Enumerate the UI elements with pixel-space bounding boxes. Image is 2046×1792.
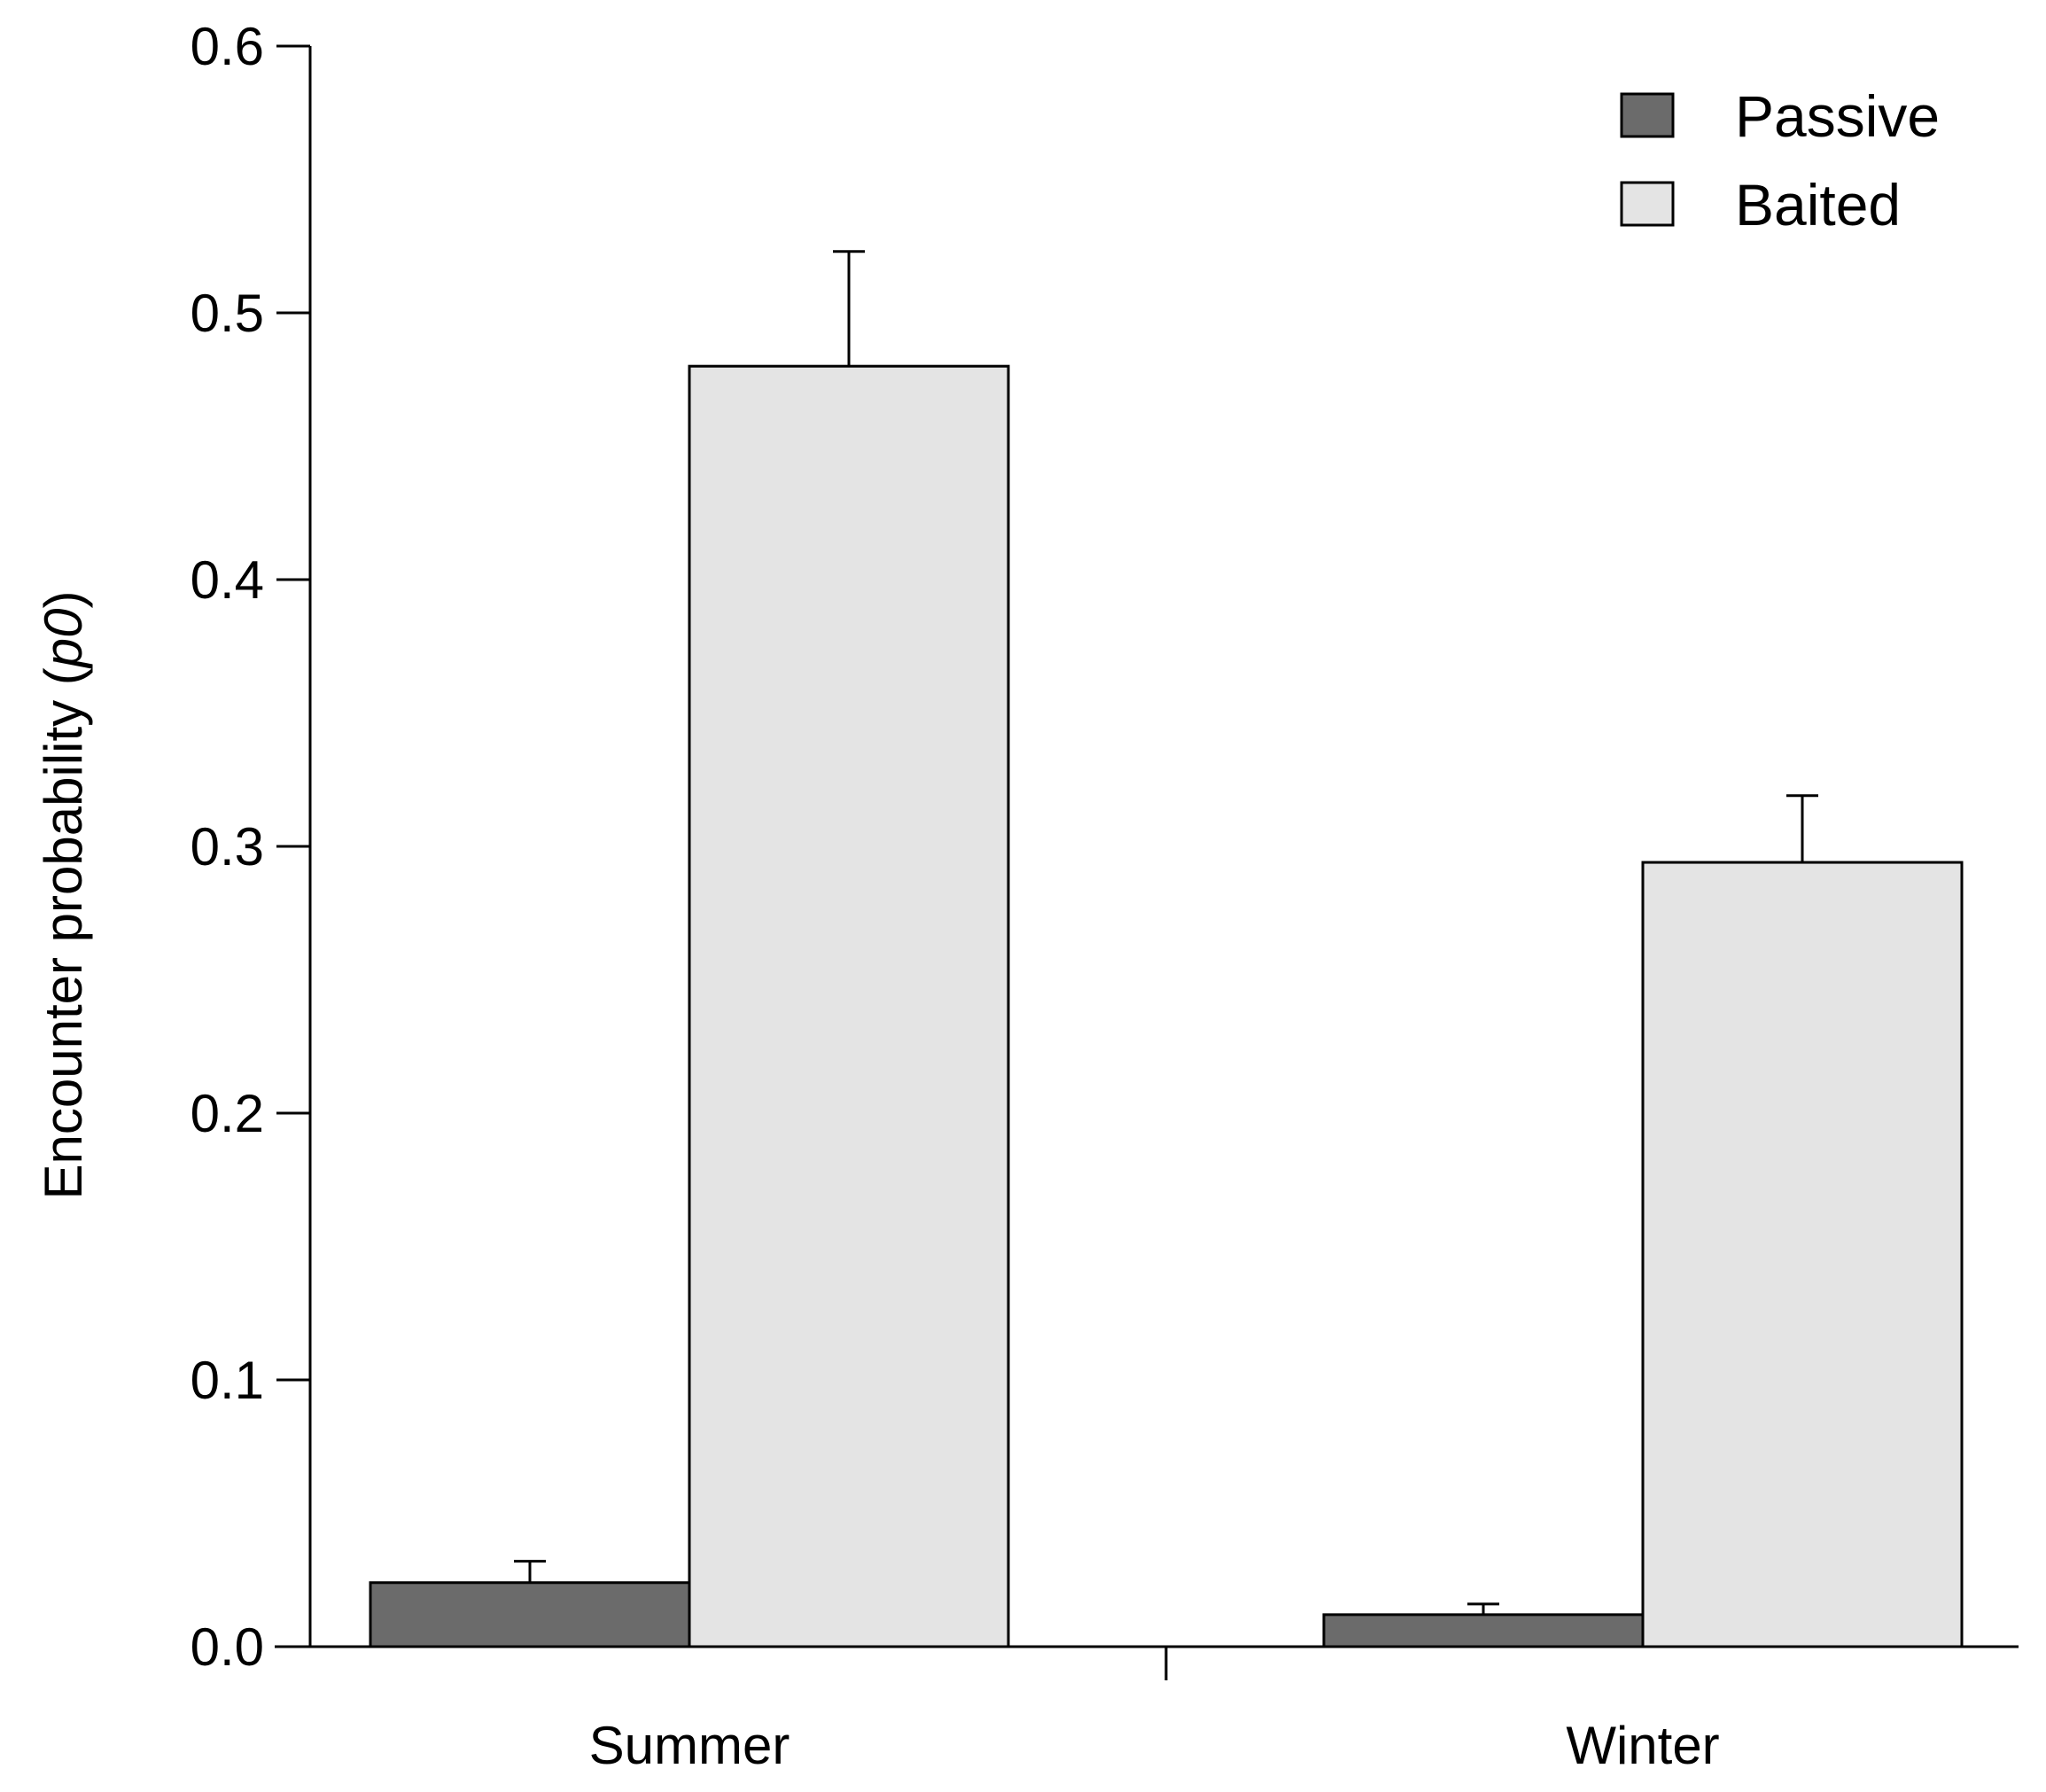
bar-baited-winter <box>1641 861 1964 1648</box>
y-axis-title-italic: p0 <box>34 608 93 669</box>
y-axis-title-main: Encounter probability ( <box>34 667 93 1199</box>
y-tick-label: 0.6 <box>191 17 264 76</box>
legend-swatch-passive <box>1620 92 1675 138</box>
bar-baited-summer <box>688 364 1010 1648</box>
bar-passive-summer <box>369 1581 691 1648</box>
error-bars <box>514 250 1818 1615</box>
legend: Passive Baited <box>1620 83 1940 238</box>
x-axis: Summer Winter <box>275 1645 2019 1775</box>
y-axis: 0.0 0.1 0.2 0.3 0.4 0.5 0.6 <box>191 17 312 1677</box>
y-tick-label: 0.3 <box>191 817 264 877</box>
bars <box>369 364 1964 1648</box>
y-tick-label: 0.5 <box>191 284 264 343</box>
y-tick-label: 0.1 <box>191 1351 264 1410</box>
y-tick-label: 0.2 <box>191 1084 264 1143</box>
x-category-label: Winter <box>1566 1716 1719 1775</box>
x-category-label: Summer <box>589 1716 790 1775</box>
legend-label-baited: Baited <box>1735 172 1901 238</box>
y-tick-label: 0.0 <box>191 1617 264 1677</box>
legend-label-passive: Passive <box>1735 83 1940 149</box>
y-axis-title-close: ) <box>34 590 93 608</box>
y-tick-label: 0.4 <box>191 550 264 610</box>
y-axis-title: Encounter probability (p0) <box>34 590 93 1199</box>
legend-swatch-baited <box>1620 181 1675 227</box>
bar-passive-winter <box>1322 1613 1645 1648</box>
